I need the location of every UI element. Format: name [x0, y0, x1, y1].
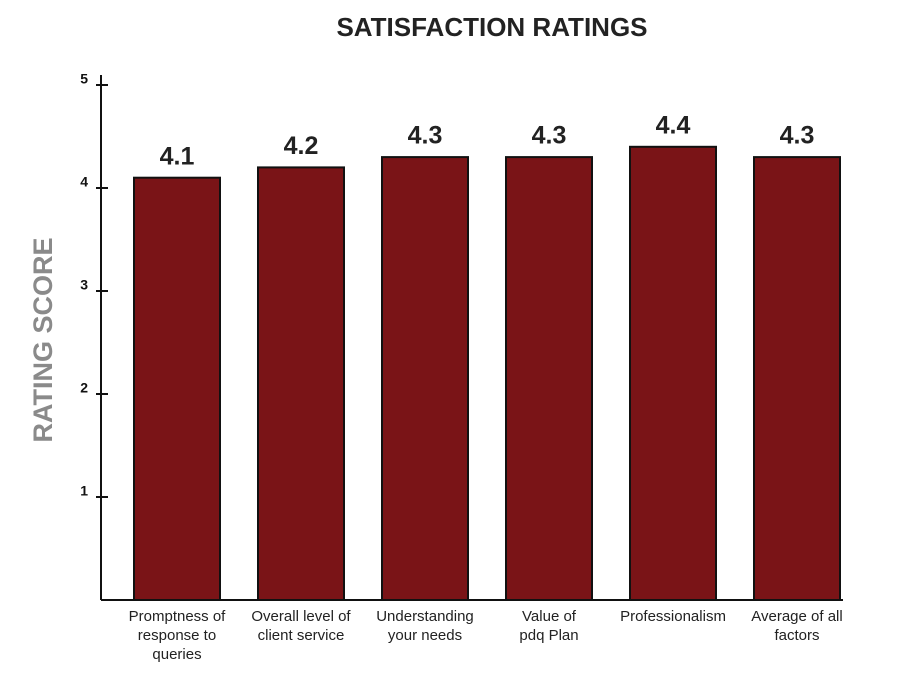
- y-tick-label: 1: [80, 483, 88, 499]
- value-label: 4.3: [780, 122, 815, 150]
- bar: [381, 156, 469, 601]
- value-label: 4.4: [656, 111, 691, 139]
- x-tick-label: Promptness of response to queries: [128, 608, 226, 663]
- x-tick-label: Average of all factors: [751, 608, 843, 644]
- y-tick-label: 5: [80, 71, 88, 87]
- bar: [629, 145, 717, 602]
- chart-title: SATISFACTION RATINGS: [336, 12, 647, 42]
- y-tick-label: 3: [80, 277, 88, 293]
- x-tick-label: Overall level of client service: [251, 608, 351, 644]
- x-tick-label: Understanding your needs: [376, 608, 474, 644]
- bar: [257, 166, 345, 601]
- y-tick-label: 4: [80, 174, 88, 190]
- x-tick-label: Value of pdq Plan: [519, 608, 579, 644]
- y-axis-label: RATING SCORE: [28, 237, 58, 442]
- value-label: 4.3: [408, 122, 443, 150]
- value-label: 4.3: [532, 122, 567, 150]
- bar: [753, 156, 841, 601]
- value-label: 4.1: [160, 142, 195, 170]
- x-tick-label: Professionalism: [620, 608, 726, 625]
- bar: [133, 176, 221, 601]
- value-label: 4.2: [284, 132, 319, 160]
- y-tick-label: 2: [80, 380, 88, 396]
- bar: [505, 156, 593, 601]
